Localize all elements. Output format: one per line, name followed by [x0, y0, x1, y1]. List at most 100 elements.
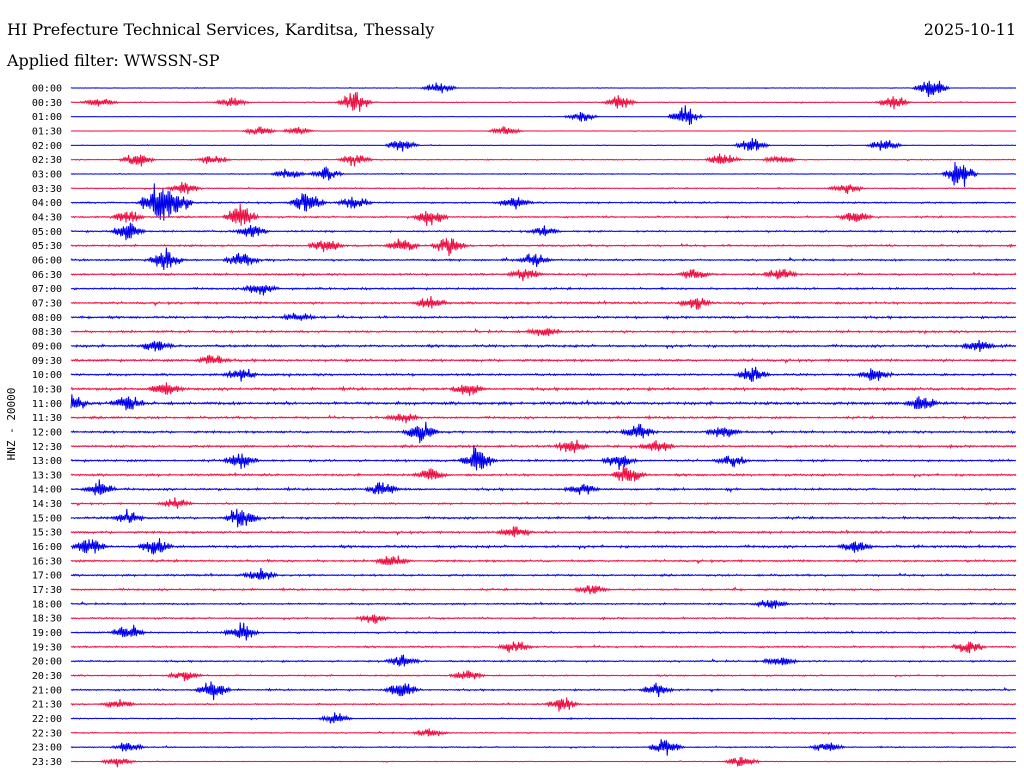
filter-label: Applied filter: WWSSN-SP — [7, 51, 220, 70]
trace-line — [70, 312, 1017, 321]
trace-line — [70, 622, 1017, 641]
trace-line — [70, 697, 1017, 712]
trace-line — [70, 444, 1017, 471]
time-label: 11:00 — [32, 399, 62, 410]
time-label: 00:00 — [32, 84, 62, 95]
time-label: 02:00 — [32, 141, 62, 152]
time-label: 06:30 — [32, 270, 62, 281]
time-label: 13:30 — [32, 470, 62, 481]
trace-line — [70, 238, 1017, 257]
trace-line — [70, 354, 1017, 365]
trace-line — [70, 497, 1017, 509]
trace-line — [70, 739, 1017, 756]
trace-line — [70, 91, 1017, 112]
trace-line — [70, 585, 1017, 595]
trace-line — [70, 183, 1017, 221]
time-label: 21:30 — [32, 700, 62, 711]
time-label: 22:00 — [32, 714, 62, 725]
trace-line — [70, 162, 1017, 187]
time-label: 23:30 — [32, 757, 62, 768]
trace-line — [70, 439, 1017, 454]
time-label: 03:30 — [32, 184, 62, 195]
time-label: 05:00 — [32, 227, 62, 238]
time-label: 21:00 — [32, 685, 62, 696]
time-label: 12:00 — [32, 427, 62, 438]
time-label: 08:30 — [32, 327, 62, 338]
time-label: 10:00 — [32, 370, 62, 381]
trace-line — [70, 567, 1017, 580]
time-label: 13:00 — [32, 456, 62, 467]
time-label: 14:00 — [32, 485, 62, 496]
time-label: 09:00 — [32, 341, 62, 352]
trace-line — [70, 526, 1017, 538]
time-label: 06:00 — [32, 255, 62, 266]
time-label: 11:30 — [32, 413, 62, 424]
time-label: 02:30 — [32, 155, 62, 166]
trace-line — [70, 126, 1017, 136]
trace-line — [70, 600, 1017, 609]
time-label: 12:30 — [32, 442, 62, 453]
trace-line — [70, 340, 1017, 352]
trace-line — [70, 327, 1017, 337]
traces — [70, 80, 1017, 768]
time-label: 05:30 — [32, 241, 62, 252]
trace-line — [70, 464, 1017, 482]
time-label: 16:30 — [32, 556, 62, 567]
trace-line — [70, 80, 1017, 98]
trace-line — [70, 641, 1017, 654]
time-label: 18:30 — [32, 614, 62, 625]
time-label: 19:30 — [32, 642, 62, 653]
time-label: 23:00 — [32, 743, 62, 754]
trace-line — [70, 247, 1017, 271]
time-label: 16:00 — [32, 542, 62, 553]
trace-line — [70, 269, 1017, 282]
trace-line — [70, 413, 1017, 424]
trace-line — [70, 382, 1017, 396]
time-label: 15:00 — [32, 513, 62, 524]
time-label: 01:30 — [32, 126, 62, 137]
trace-line — [70, 295, 1017, 310]
time-label: 04:30 — [32, 212, 62, 223]
time-label: 01:00 — [32, 112, 62, 123]
time-label: 10:30 — [32, 384, 62, 395]
trace-line — [70, 394, 1017, 411]
trace-line — [70, 756, 1017, 768]
date-label: 2025-10-11 — [923, 20, 1016, 39]
trace-line — [70, 181, 1017, 195]
time-label: 20:00 — [32, 657, 62, 668]
time-label: 09:30 — [32, 356, 62, 367]
trace-line — [70, 654, 1017, 667]
time-label: 20:30 — [32, 671, 62, 682]
trace-line — [70, 222, 1017, 241]
time-label: 04:00 — [32, 198, 62, 209]
time-label: 17:30 — [32, 585, 62, 596]
time-label: 08:00 — [32, 313, 62, 324]
trace-line — [70, 421, 1017, 444]
trace-line — [70, 153, 1017, 167]
time-label: 22:30 — [32, 728, 62, 739]
time-label: 17:00 — [32, 571, 62, 582]
trace-line — [70, 137, 1017, 152]
trace-line — [70, 670, 1017, 682]
channel-label: HNZ - 20000 — [5, 388, 18, 461]
time-label: 15:30 — [32, 528, 62, 539]
time-label: 14:30 — [32, 499, 62, 510]
trace-line — [70, 614, 1017, 624]
trace-line — [70, 508, 1017, 528]
station-title: HI Prefecture Technical Services, Kardit… — [7, 20, 435, 39]
trace-line — [70, 555, 1017, 566]
time-label: 00:30 — [32, 98, 62, 109]
time-label: 18:00 — [32, 599, 62, 610]
trace-line — [70, 681, 1017, 701]
time-label: 07:30 — [32, 298, 62, 309]
time-labels: 00:00 00:30 01:00 01:30 02:00 02:30 03:00 03:30… — [32, 84, 62, 769]
trace-line — [70, 538, 1017, 555]
trace-line — [70, 105, 1017, 125]
time-label: 19:00 — [32, 628, 62, 639]
trace-line — [70, 479, 1017, 496]
trace-line — [70, 712, 1017, 724]
trace-line — [70, 366, 1017, 382]
trace-line — [70, 728, 1017, 737]
trace-line — [70, 203, 1017, 226]
